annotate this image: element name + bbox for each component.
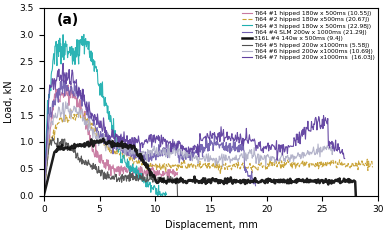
Ti64 #3 hipped 180w x 500ms (22.98J) — [81, 33, 86, 36]
Line: Ti64 #3 hipped 180w x 500ms (22.98J): Ti64 #3 hipped 180w x 500ms (22.98J) — [44, 34, 166, 196]
Ti64 #1 hipped 180w x 500ms (10.55J) — [124, 167, 128, 170]
Line: Ti64 #5 hipped 200w x1000ms (5.58J): Ti64 #5 hipped 200w x1000ms (5.58J) — [44, 137, 178, 196]
Ti64 #2 hipped 180w x500ms (20.67J) — [312, 164, 316, 167]
Ti64 #3 hipped 180w x 500ms (22.98J) — [42, 194, 46, 197]
316L #4 140w x 500ms (9.4J) — [298, 179, 303, 182]
Ti64 #6 hipped 200w x1000ms (10.69J) — [74, 111, 79, 113]
Ti64 #3 hipped 180w x 500ms (22.98J) — [114, 136, 119, 139]
Ti64 #2 hipped 180w x500ms (20.67J) — [198, 167, 203, 169]
Line: 316L #4 140w x 500ms (9.4J): 316L #4 140w x 500ms (9.4J) — [44, 139, 356, 196]
316L #4 140w x 500ms (9.4J) — [353, 194, 358, 197]
Ti64 #7 hipped 200w x1000ms  (16.03J) — [342, 157, 347, 160]
Ti64 #7 hipped 200w x1000ms  (16.03J) — [205, 132, 210, 135]
Ti64 #4 SLM 200w x 1000ms (21.29J) — [142, 159, 147, 161]
Ti64 #6 hipped 200w x1000ms (10.69J) — [205, 160, 210, 163]
Ti64 #5 hipped 200w x1000ms (5.58J) — [96, 169, 100, 172]
Ti64 #6 hipped 200w x1000ms (10.69J) — [63, 100, 68, 103]
316L #4 140w x 500ms (9.4J) — [211, 178, 216, 181]
X-axis label: Displacement, mm: Displacement, mm — [165, 220, 257, 230]
Ti64 #1 hipped 180w x 500ms (10.55J) — [42, 188, 47, 191]
Ti64 #6 hipped 200w x1000ms (10.69J) — [320, 151, 324, 154]
Ti64 #2 hipped 180w x500ms (20.67J) — [200, 165, 205, 167]
Ti64 #2 hipped 180w x500ms (20.67J) — [69, 108, 73, 111]
Ti64 #6 hipped 200w x1000ms (10.69J) — [327, 146, 332, 149]
Ti64 #5 hipped 200w x1000ms (5.58J) — [134, 173, 139, 176]
Ti64 #6 hipped 200w x1000ms (10.69J) — [42, 194, 46, 197]
Ti64 #3 hipped 180w x 500ms (22.98J) — [164, 193, 169, 196]
Text: (a): (a) — [57, 13, 80, 27]
Ti64 #7 hipped 200w x1000ms  (16.03J) — [221, 128, 226, 131]
316L #4 140w x 500ms (9.4J) — [101, 137, 106, 140]
Ti64 #1 hipped 180w x 500ms (10.55J) — [175, 171, 180, 174]
Line: Ti64 #2 hipped 180w x500ms (20.67J): Ti64 #2 hipped 180w x500ms (20.67J) — [44, 110, 372, 196]
Ti64 #4 SLM 200w x 1000ms (21.29J) — [253, 184, 258, 187]
Ti64 #5 hipped 200w x1000ms (5.58J) — [42, 194, 46, 197]
Ti64 #3 hipped 180w x 500ms (22.98J) — [42, 184, 47, 187]
316L #4 140w x 500ms (9.4J) — [192, 175, 197, 178]
316L #4 140w x 500ms (9.4J) — [346, 181, 351, 184]
Ti64 #6 hipped 200w x1000ms (10.69J) — [331, 146, 336, 149]
Ti64 #1 hipped 180w x 500ms (10.55J) — [121, 172, 126, 175]
Ti64 #2 hipped 180w x500ms (20.67J) — [42, 194, 46, 197]
Ti64 #7 hipped 200w x1000ms  (16.03J) — [42, 194, 46, 197]
Ti64 #5 hipped 200w x1000ms (5.58J) — [50, 136, 55, 139]
Ti64 #1 hipped 180w x 500ms (10.55J) — [163, 172, 168, 174]
Ti64 #4 SLM 200w x 1000ms (21.29J) — [215, 141, 220, 144]
Line: Ti64 #4 SLM 200w x 1000ms (21.29J): Ti64 #4 SLM 200w x 1000ms (21.29J) — [44, 80, 256, 196]
Y-axis label: Load, kN: Load, kN — [4, 80, 14, 123]
Ti64 #7 hipped 200w x1000ms  (16.03J) — [187, 152, 191, 155]
Ti64 #5 hipped 200w x1000ms (5.58J) — [64, 141, 69, 144]
Ti64 #7 hipped 200w x1000ms  (16.03J) — [336, 142, 340, 145]
Ti64 #4 SLM 200w x 1000ms (21.29J) — [156, 143, 161, 146]
Ti64 #4 SLM 200w x 1000ms (21.29J) — [249, 179, 253, 181]
Ti64 #4 SLM 200w x 1000ms (21.29J) — [42, 194, 46, 197]
Ti64 #6 hipped 200w x1000ms (10.69J) — [252, 146, 256, 149]
Legend: Ti64 #1 hipped 180w x 500ms (10.55J), Ti64 #2 hipped 180w x500ms (20.67J), Ti64 : Ti64 #1 hipped 180w x 500ms (10.55J), Ti… — [239, 8, 378, 63]
Ti64 #5 hipped 200w x1000ms (5.58J) — [175, 194, 180, 197]
Ti64 #3 hipped 180w x 500ms (22.98J) — [153, 187, 158, 190]
Ti64 #3 hipped 180w x 500ms (22.98J) — [117, 148, 121, 151]
Ti64 #5 hipped 200w x1000ms (5.58J) — [97, 169, 102, 172]
Ti64 #1 hipped 180w x 500ms (10.55J) — [121, 166, 126, 169]
Ti64 #4 SLM 200w x 1000ms (21.29J) — [168, 148, 173, 150]
316L #4 140w x 500ms (9.4J) — [42, 194, 46, 197]
Ti64 #4 SLM 200w x 1000ms (21.29J) — [144, 158, 148, 161]
Ti64 #2 hipped 180w x500ms (20.67J) — [238, 168, 242, 170]
Ti64 #7 hipped 200w x1000ms  (16.03J) — [185, 150, 190, 153]
Ti64 #7 hipped 200w x1000ms  (16.03J) — [289, 145, 293, 147]
Ti64 #5 hipped 200w x1000ms (5.58J) — [170, 176, 175, 179]
Ti64 #1 hipped 180w x 500ms (10.55J) — [42, 194, 46, 197]
Ti64 #1 hipped 180w x 500ms (10.55J) — [66, 84, 71, 87]
Ti64 #6 hipped 200w x1000ms (10.69J) — [90, 137, 95, 140]
Ti64 #2 hipped 180w x500ms (20.67J) — [363, 162, 367, 165]
Line: Ti64 #6 hipped 200w x1000ms (10.69J): Ti64 #6 hipped 200w x1000ms (10.69J) — [44, 102, 334, 196]
316L #4 140w x 500ms (9.4J) — [228, 180, 232, 183]
Ti64 #2 hipped 180w x500ms (20.67J) — [370, 166, 375, 169]
Ti64 #4 SLM 200w x 1000ms (21.29J) — [63, 79, 68, 81]
Ti64 #1 hipped 180w x 500ms (10.55J) — [155, 174, 159, 177]
316L #4 140w x 500ms (9.4J) — [190, 180, 195, 183]
Line: Ti64 #1 hipped 180w x 500ms (10.55J): Ti64 #1 hipped 180w x 500ms (10.55J) — [44, 85, 178, 196]
Line: Ti64 #7 hipped 200w x1000ms  (16.03J): Ti64 #7 hipped 200w x1000ms (16.03J) — [44, 63, 345, 196]
Ti64 #2 hipped 180w x500ms (20.67J) — [220, 164, 225, 167]
Ti64 #3 hipped 180w x 500ms (22.98J) — [145, 180, 150, 183]
Ti64 #7 hipped 200w x1000ms  (16.03J) — [61, 62, 66, 65]
Ti64 #5 hipped 200w x1000ms (5.58J) — [120, 181, 124, 184]
Ti64 #3 hipped 180w x 500ms (22.98J) — [115, 139, 120, 142]
